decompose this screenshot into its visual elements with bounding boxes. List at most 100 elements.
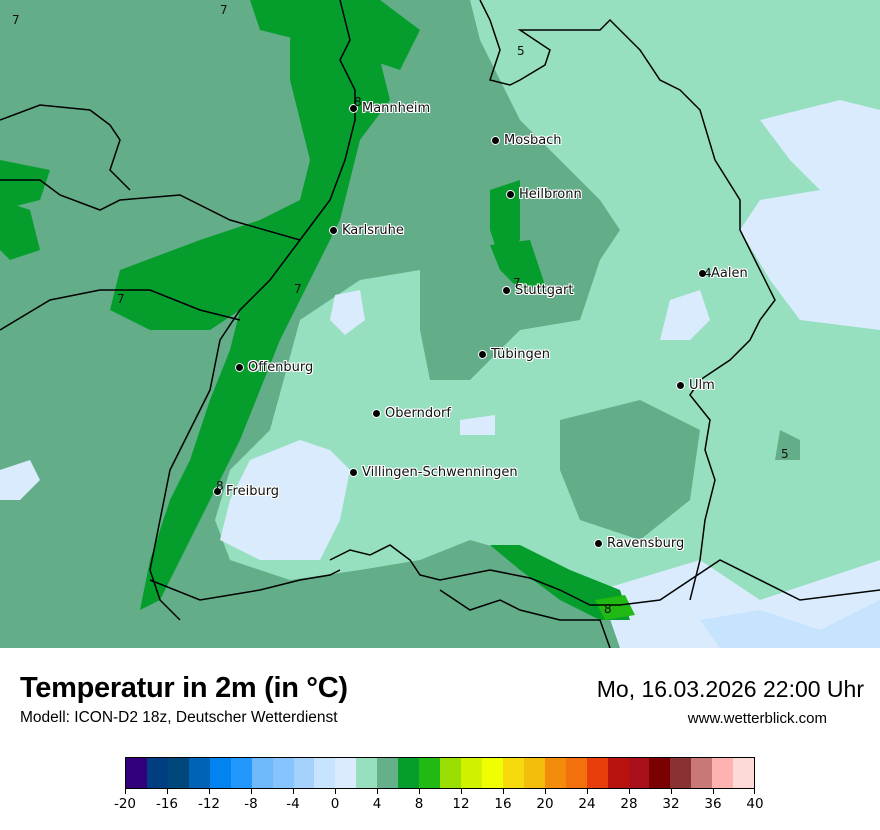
temperature-map: Mannheim Mosbach Heilbronn Karlsruhe Stu… <box>0 0 880 648</box>
colorbar-segment <box>544 758 566 788</box>
contour-label: 7 <box>117 292 125 306</box>
colorbar-segment <box>356 758 378 788</box>
city-marker-icon <box>502 286 511 295</box>
city-marker-icon <box>349 468 358 477</box>
contour-label: 8 <box>604 602 612 616</box>
colorbar-tick <box>629 789 630 794</box>
colorbar-tick-label: -4 <box>286 796 300 812</box>
colorbar-segment <box>440 758 461 788</box>
colorbar-tick-label: 24 <box>578 796 596 812</box>
city-marker-icon <box>676 381 685 390</box>
colorbar-tick-label: 32 <box>662 796 680 812</box>
contour-label: 8 <box>354 95 362 109</box>
colorbar-tick <box>125 789 126 794</box>
colorbar-segment <box>335 758 357 788</box>
colorbar-segment <box>649 758 671 788</box>
contour-label: 8 <box>216 479 224 493</box>
colorbar-tick-label: 4 <box>372 796 382 812</box>
colorbar-segment <box>293 758 315 788</box>
colorbar-tick-label: 40 <box>746 796 764 812</box>
colorbar-tick <box>754 789 755 794</box>
colorbar-tick <box>545 789 546 794</box>
colorbar-tick-label: 20 <box>536 796 554 812</box>
city-marker-icon <box>329 226 338 235</box>
colorbar-segment <box>461 758 482 788</box>
city-karlsruhe: Karlsruhe <box>329 223 404 238</box>
colorbar-segment <box>502 758 524 788</box>
colorbar-tick <box>293 789 294 794</box>
colorbar-segment <box>481 758 503 788</box>
contour-label: 7 <box>12 13 20 27</box>
page-title: Temperatur in 2m (in °C) <box>20 672 348 704</box>
colorbar-segment <box>188 758 210 788</box>
colorbar-segment <box>209 758 231 788</box>
colorbar-tick-label: 0 <box>330 796 340 812</box>
city-freiburg: Freiburg <box>213 484 279 499</box>
contour-label: 5 <box>781 447 789 461</box>
city-marker-icon <box>506 190 515 199</box>
city-oberndorf: Oberndorf <box>372 406 451 421</box>
colorbar-segment <box>691 758 713 788</box>
colorbar-tick-label: 16 <box>494 796 512 812</box>
temperature-colorbar <box>125 757 755 789</box>
colorbar-ticks: -20 -16 -12 -8 -4 0 4 8 12 16 20 24 28 32 36 40 <box>114 789 764 819</box>
contour-label: 7 <box>220 3 228 17</box>
colorbar-segment <box>272 758 294 788</box>
forecast-datetime: Mo, 16.03.2026 22:00 Uhr <box>596 676 864 702</box>
colorbar-segment <box>733 758 755 788</box>
colorbar-segment <box>167 758 189 788</box>
colorbar-segment <box>419 758 441 788</box>
colorbar-segment <box>377 758 399 788</box>
city-marker-icon <box>235 363 244 372</box>
map-background <box>0 0 880 648</box>
city-tuebingen: Tübingen <box>478 347 550 362</box>
city-marker-icon <box>213 487 222 496</box>
colorbar-tick <box>251 789 252 794</box>
colorbar-segment <box>314 758 336 788</box>
colorbar-segment <box>398 758 420 788</box>
colorbar-segment <box>251 758 273 788</box>
city-marker-icon <box>478 350 487 359</box>
contour-label: 5 <box>517 44 525 58</box>
colorbar-segment <box>565 758 587 788</box>
website-link[interactable]: www.wetterblick.com <box>687 710 827 727</box>
colorbar-tick <box>419 789 420 794</box>
colorbar-tick <box>209 789 210 794</box>
colorbar-segment <box>670 758 692 788</box>
colorbar-tick <box>167 789 168 794</box>
colorbar-tick <box>671 789 672 794</box>
city-marker-icon <box>491 136 500 145</box>
city-ulm: Ulm <box>676 378 715 393</box>
city-mosbach: Mosbach <box>491 133 562 148</box>
colorbar-tick <box>335 789 336 794</box>
colorbar-segment <box>712 758 734 788</box>
colorbar-tick <box>461 789 462 794</box>
model-source: Modell: ICON-D2 18z, Deutscher Wetterdie… <box>20 709 338 726</box>
city-offenburg: Offenburg <box>235 360 313 375</box>
colorbar-segment <box>230 758 252 788</box>
colorbar-tick <box>713 789 714 794</box>
colorbar-tick-label: 12 <box>452 796 470 812</box>
colorbar-segment <box>523 758 545 788</box>
city-aalen: Aalen <box>698 266 748 281</box>
city-stuttgart: Stuttgart <box>502 283 573 298</box>
colorbar-segment <box>146 758 168 788</box>
colorbar-segment <box>628 758 650 788</box>
contour-label: 4 <box>704 266 712 280</box>
colorbar-segment <box>586 758 608 788</box>
colorbar-tick-label: 36 <box>704 796 722 812</box>
colorbar-tick-label: -8 <box>244 796 258 812</box>
colorbar-tick <box>503 789 504 794</box>
colorbar-tick-label: -12 <box>197 796 221 812</box>
city-mannheim: Mannheim <box>349 101 430 116</box>
city-marker-icon <box>349 104 358 113</box>
colorbar-tick <box>377 789 378 794</box>
city-villingen-schwenningen: Villingen-Schwenningen <box>349 465 518 480</box>
colorbar-tick-label: 28 <box>620 796 638 812</box>
city-ravensburg: Ravensburg <box>594 536 684 551</box>
contour-label: 7 <box>294 282 302 296</box>
colorbar-tick-label: -16 <box>155 796 179 812</box>
colorbar-segment <box>126 758 147 788</box>
colorbar-tick <box>587 789 588 794</box>
contour-label: 7 <box>513 276 521 290</box>
